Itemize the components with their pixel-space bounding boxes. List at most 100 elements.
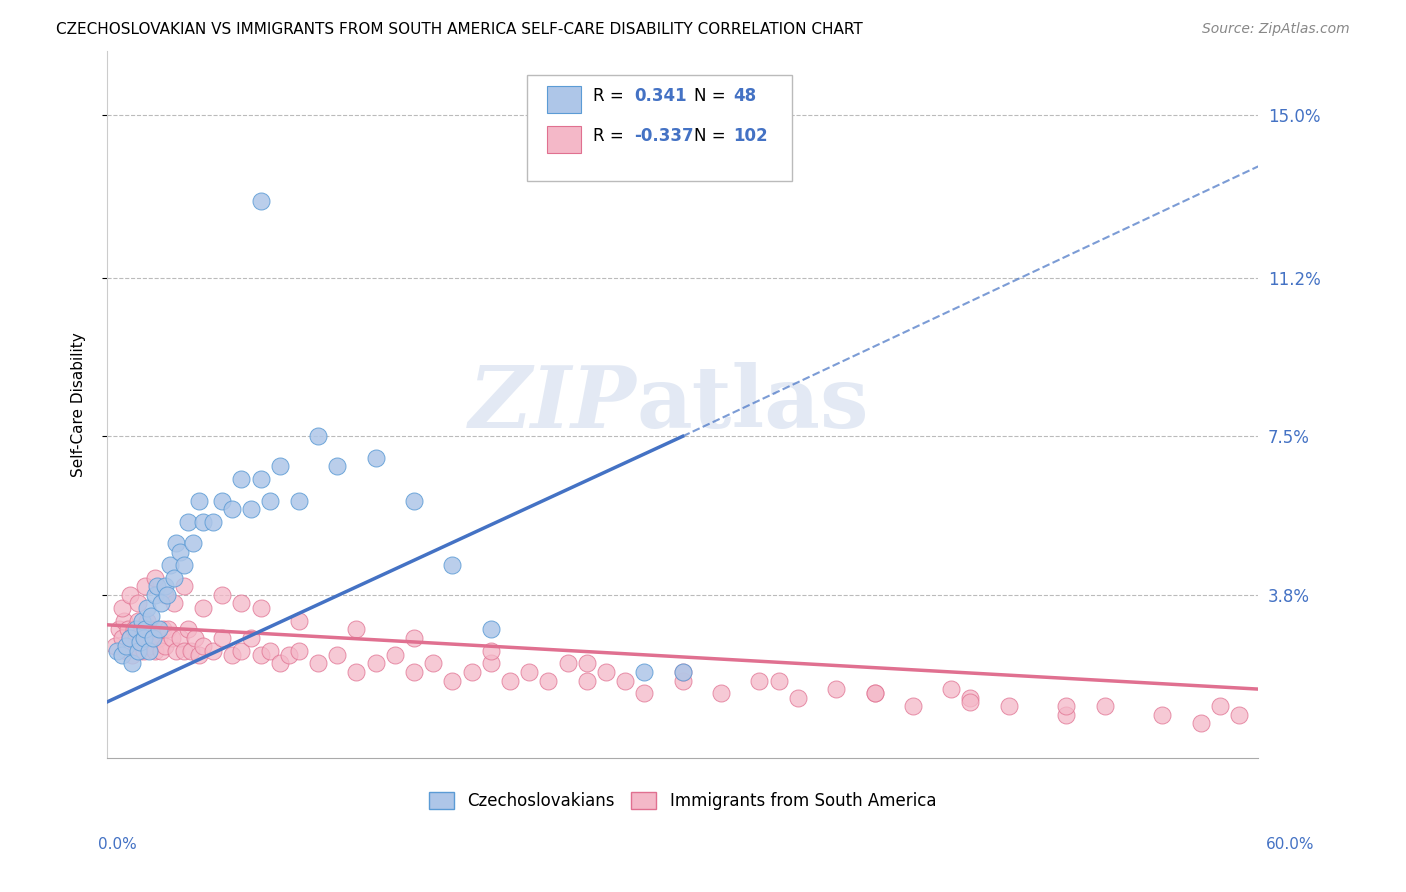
Point	[249, 648, 271, 662]
Point	[191, 600, 214, 615]
Point	[201, 515, 224, 529]
Point	[211, 631, 233, 645]
Point	[136, 614, 159, 628]
Point	[146, 579, 169, 593]
Point	[152, 622, 174, 636]
Point	[146, 622, 169, 636]
Point	[278, 648, 301, 662]
Point	[121, 648, 143, 662]
Text: R =: R =	[593, 87, 628, 105]
Point	[288, 493, 311, 508]
Point	[259, 643, 281, 657]
Point	[148, 631, 170, 645]
Point	[479, 657, 502, 671]
Bar	[547, 127, 581, 153]
Point	[998, 699, 1021, 714]
Point	[402, 631, 425, 645]
Point	[136, 600, 159, 615]
Point	[288, 643, 311, 657]
Point	[165, 643, 187, 657]
Text: Source: ZipAtlas.com: Source: ZipAtlas.com	[1202, 22, 1350, 37]
Point	[710, 686, 733, 700]
Bar	[547, 86, 581, 113]
Point	[142, 631, 165, 645]
Point	[125, 622, 148, 636]
Point	[104, 639, 127, 653]
Point	[479, 643, 502, 657]
Point	[863, 686, 886, 700]
Point	[105, 643, 128, 657]
Point	[148, 622, 170, 636]
Point	[557, 657, 579, 671]
Point	[422, 657, 444, 671]
Point	[863, 686, 886, 700]
Point	[1189, 716, 1212, 731]
Point	[614, 673, 637, 688]
Point	[155, 588, 177, 602]
Point	[127, 614, 149, 628]
Point	[149, 596, 172, 610]
Point	[132, 643, 155, 657]
Legend: Czechoslovakians, Immigrants from South America: Czechoslovakians, Immigrants from South …	[422, 785, 943, 816]
Point	[941, 682, 963, 697]
Point	[633, 665, 655, 679]
Point	[111, 648, 134, 662]
Point	[188, 648, 211, 662]
Point	[173, 643, 195, 657]
Point	[163, 571, 186, 585]
Point	[231, 643, 253, 657]
Point	[672, 673, 695, 688]
Point	[134, 622, 156, 636]
Point	[517, 665, 540, 679]
Text: 60.0%: 60.0%	[1267, 837, 1315, 852]
Point	[112, 614, 135, 628]
Point	[249, 600, 271, 615]
Point	[125, 631, 148, 645]
Point	[231, 472, 253, 486]
Point	[221, 502, 243, 516]
Point	[1054, 707, 1077, 722]
Point	[188, 493, 211, 508]
Point	[460, 665, 482, 679]
Point	[173, 558, 195, 572]
Point	[165, 536, 187, 550]
FancyBboxPatch shape	[527, 76, 792, 181]
Point	[346, 665, 368, 679]
Y-axis label: Self-Care Disability: Self-Care Disability	[72, 332, 86, 476]
Text: R =: R =	[593, 127, 628, 145]
Point	[111, 631, 134, 645]
Point	[141, 622, 163, 636]
Text: 102: 102	[734, 127, 768, 145]
Text: -0.337: -0.337	[634, 127, 695, 145]
Point	[231, 596, 253, 610]
Point	[149, 643, 172, 657]
Point	[768, 673, 790, 688]
Point	[131, 622, 153, 636]
Point	[176, 515, 198, 529]
Point	[138, 639, 160, 653]
Point	[211, 493, 233, 508]
Text: N =: N =	[695, 87, 731, 105]
Point	[143, 588, 166, 602]
Point	[307, 429, 329, 443]
Point	[1152, 707, 1174, 722]
Point	[1227, 707, 1250, 722]
Point	[748, 673, 770, 688]
Point	[120, 588, 142, 602]
Point	[672, 665, 695, 679]
Text: 0.0%: 0.0%	[98, 837, 138, 852]
Point	[131, 614, 153, 628]
Text: 0.341: 0.341	[634, 87, 688, 105]
Point	[959, 695, 981, 709]
Point	[128, 635, 150, 649]
Point	[269, 657, 291, 671]
Point	[479, 622, 502, 636]
Point	[901, 699, 924, 714]
Point	[157, 622, 180, 636]
Point	[183, 536, 205, 550]
Point	[825, 682, 848, 697]
Point	[384, 648, 406, 662]
Point	[191, 515, 214, 529]
Point	[364, 657, 387, 671]
Point	[346, 622, 368, 636]
